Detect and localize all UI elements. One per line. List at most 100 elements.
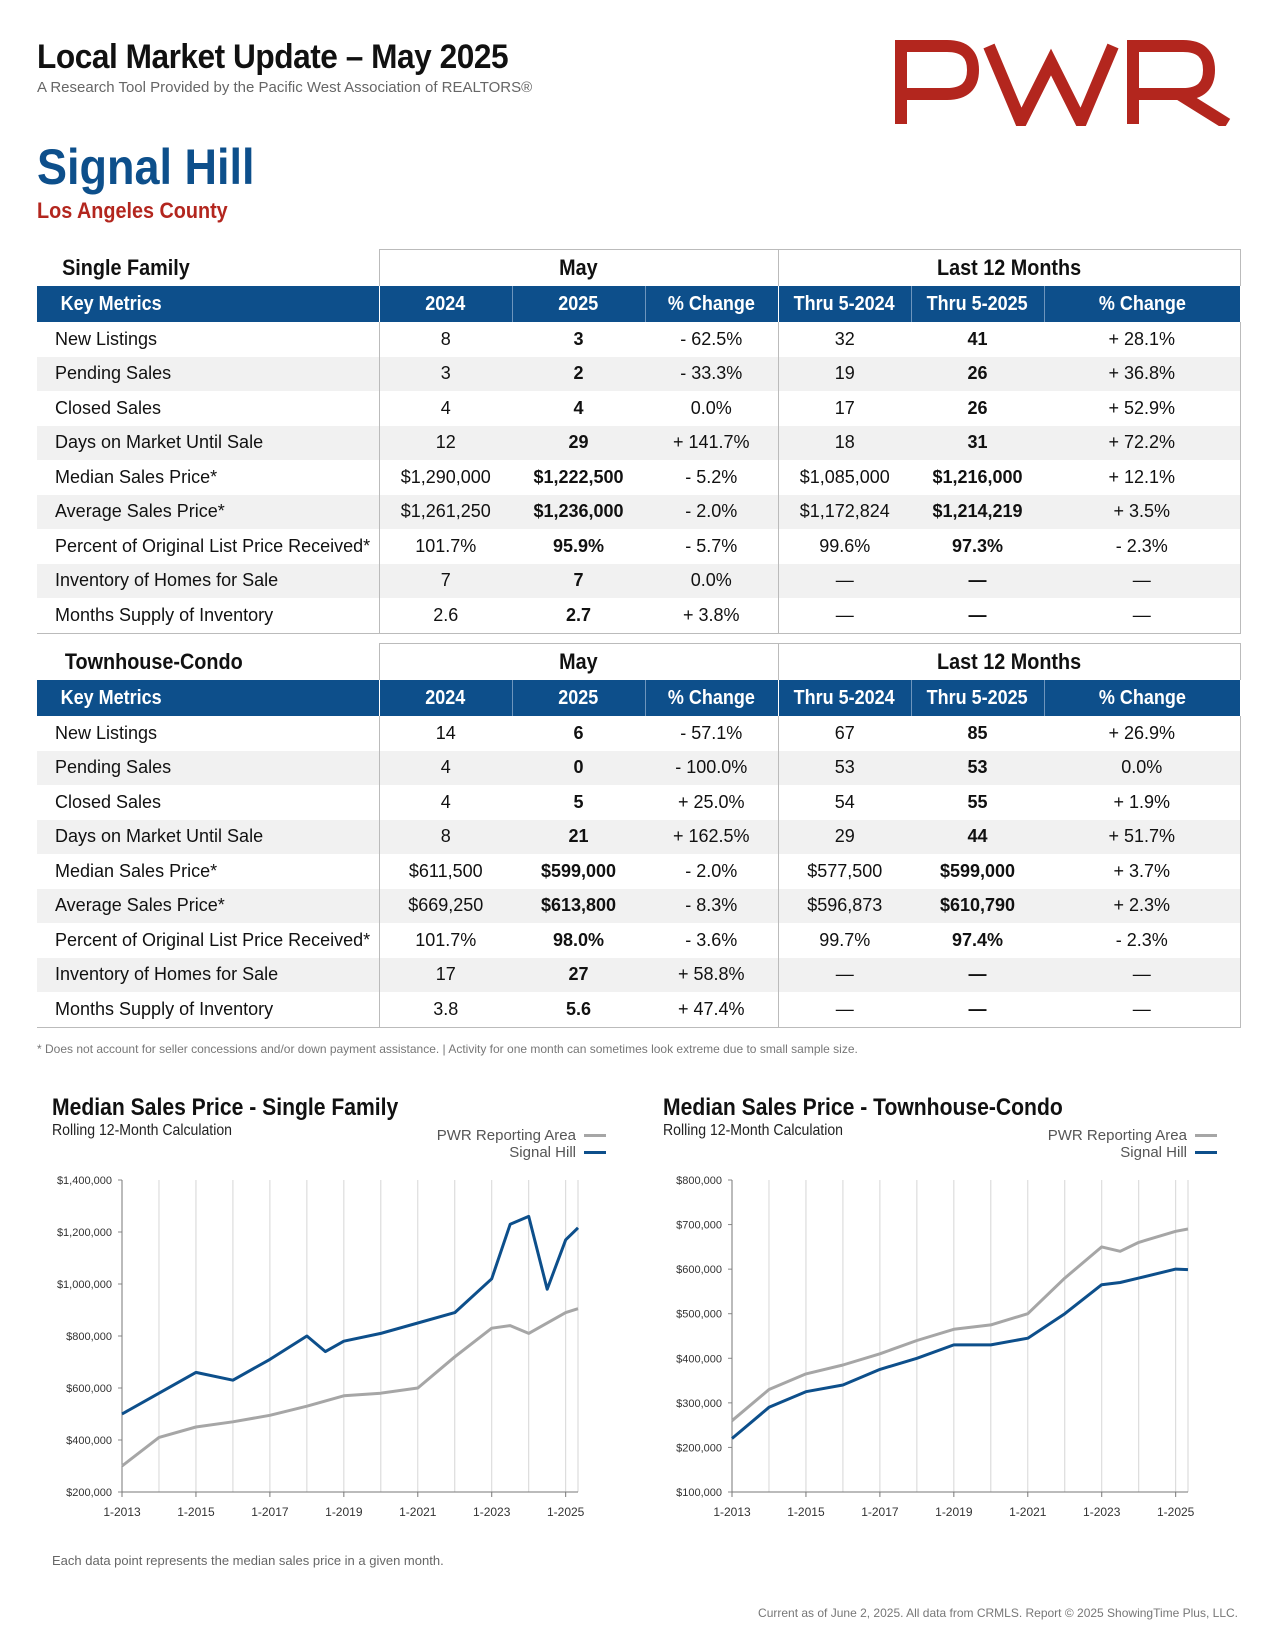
metric-value: 95.9%: [552, 535, 605, 556]
metric-value: + 12.1%: [1044, 460, 1241, 495]
table-row: New Listings 14 6 - 57.1% 67 85 + 26.9%: [37, 716, 1241, 751]
y-tick-label: $800,000: [676, 1175, 722, 1187]
county-name: Los Angeles County: [37, 198, 228, 223]
pwr-logo: [893, 40, 1238, 137]
metric-value: 41: [967, 328, 988, 349]
column-header: Thru 5-2025: [910, 286, 1045, 322]
x-tick-label: 1-2017: [251, 1505, 289, 1519]
metric-value: 14: [378, 716, 512, 751]
table-row: Median Sales Price* $1,290,000 $1,222,500 -…: [37, 460, 1241, 495]
metric-value: $599,000: [939, 860, 1016, 881]
metric-name: Percent of Original List Price Received*: [55, 929, 371, 950]
metric-value: 3: [573, 328, 584, 349]
group-header-may: May: [378, 643, 779, 680]
metric-value: 26: [911, 356, 1045, 391]
metric-value: —: [777, 957, 912, 992]
metric-value: 0: [512, 750, 645, 785]
metric-value: + 47.4%: [645, 992, 779, 1028]
metric-value: 17: [378, 957, 512, 992]
chart-1-header: Median Sales Price - Single Family Rolli…: [52, 1094, 445, 1140]
series-line-pwr-reporting-area: [121, 1307, 579, 1468]
copyright: Current as of June 2, 2025. All data fro…: [758, 1606, 1238, 1620]
series-line-pwr-reporting-area: [731, 1227, 1189, 1422]
metric-value: —: [911, 563, 1045, 598]
metric-value: + 2.3%: [1044, 888, 1241, 923]
metric-value: - 33.3%: [645, 356, 779, 391]
metric-name: Months Supply of Inventory: [37, 598, 379, 634]
table-row: Average Sales Price* $1,261,250 $1,236,000…: [37, 494, 1241, 529]
metric-value: $599,000: [540, 860, 617, 881]
column-header: Key Metrics: [37, 286, 379, 322]
metric-name: Closed Sales: [55, 397, 162, 418]
single-family-price-chart: $200,000 $400,000 $600,000 $800,000 $1,000,0…: [57, 1175, 585, 1519]
metric-value: 0.0%: [690, 397, 732, 418]
column-header: 2024: [378, 286, 512, 322]
metric-value: 3.8: [378, 992, 512, 1028]
metric-value: 98.0%: [552, 929, 605, 950]
metric-name: Median Sales Price*: [55, 860, 218, 881]
y-tick-label: $400,000: [66, 1435, 112, 1447]
legend-item: PWR Reporting Area: [1048, 1127, 1217, 1144]
x-tick-label: 1-2013: [103, 1505, 141, 1519]
series-line-signal-hill: [121, 1214, 580, 1416]
metric-value: —: [1044, 992, 1241, 1028]
metric-value: 26: [967, 397, 988, 418]
y-tick-label: $1,400,000: [57, 1175, 112, 1187]
y-tick-label: $200,000: [676, 1442, 722, 1454]
metric-value: 97.3%: [951, 535, 1004, 556]
column-header: Thru 5-2024: [777, 680, 912, 716]
x-tick-label: 1-2021: [399, 1505, 437, 1519]
column-header: 2025: [511, 680, 645, 716]
x-tick-label: 1-2019: [325, 1505, 363, 1519]
metric-value: - 5.7%: [685, 535, 738, 556]
single-family-table: Single Family May Last 12 Months Key Met…: [37, 249, 1241, 634]
metric-value: 8: [378, 819, 512, 854]
metric-value: 4: [378, 391, 512, 426]
metric-value: - 62.5%: [680, 328, 743, 349]
metric-value: $1,236,000: [512, 494, 645, 529]
metric-value: 4: [378, 750, 512, 785]
metric-value: 27: [512, 957, 645, 992]
metric-value: + 141.7%: [645, 425, 779, 460]
metric-value: —: [777, 992, 912, 1028]
area-name: Signal Hill: [37, 139, 255, 195]
column-header: % Change: [1043, 286, 1241, 322]
metric-value: 53: [911, 750, 1045, 785]
metric-value: - 3.6%: [685, 929, 738, 950]
metric-value: 21: [512, 819, 645, 854]
column-header: 2024: [378, 680, 512, 716]
metric-value: 19: [777, 356, 912, 391]
metric-value: 32: [777, 322, 912, 357]
metric-value: 55: [967, 791, 988, 812]
table-row: Pending Sales 3 2- 33.3% 19 26 + 36.8%: [37, 356, 1241, 391]
table-row: Months Supply of Inventory 2.6 2.7 + 3.8% — —…: [37, 598, 1241, 634]
x-tick-label: 1-2023: [1083, 1505, 1121, 1519]
metric-value: $669,250: [378, 888, 512, 923]
column-header: % Change: [644, 680, 779, 716]
table-row: New Listings 8 3 - 62.5% 32 41 + 28.1%: [37, 322, 1241, 357]
legend-item: Signal Hill: [1048, 1144, 1217, 1161]
metric-value: + 162.5%: [645, 819, 779, 854]
metric-value: + 3.5%: [1044, 494, 1241, 529]
y-tick-label: $400,000: [676, 1353, 722, 1365]
y-tick-label: $300,000: [676, 1398, 722, 1410]
table-row: Closed Sales 4 4 0.0% 17 26 + 52.9%: [37, 391, 1241, 426]
section-label: Single Family: [62, 254, 190, 280]
metric-value: —: [777, 563, 912, 598]
metric-value: - 100.0%: [645, 750, 779, 785]
metric-name: Median Sales Price*: [55, 466, 218, 487]
metric-value: - 2.3%: [1044, 923, 1241, 958]
group-header-last-12-months: Last 12 Months: [777, 643, 1241, 680]
x-tick-label: 1-2013: [713, 1505, 751, 1519]
table-row: Days on Market Until Sale 8 21 + 162.5% 29 44…: [37, 819, 1241, 854]
metric-name: Days on Market Until Sale: [37, 425, 379, 460]
metric-value: 101.7%: [378, 923, 512, 958]
column-header: % Change: [644, 286, 779, 322]
pwr-logo-icon: [895, 40, 1231, 137]
metric-value: $1,222,500: [533, 466, 624, 487]
metric-value: 2.6: [378, 598, 512, 634]
table-row: Median Sales Price* $611,500 $599,000 - 2.0…: [37, 854, 1241, 889]
chart-2-header: Median Sales Price - Townhouse-Condo Rol…: [663, 1094, 1117, 1140]
metric-name: Inventory of Homes for Sale: [37, 563, 379, 598]
y-tick-label: $100,000: [676, 1487, 722, 1499]
